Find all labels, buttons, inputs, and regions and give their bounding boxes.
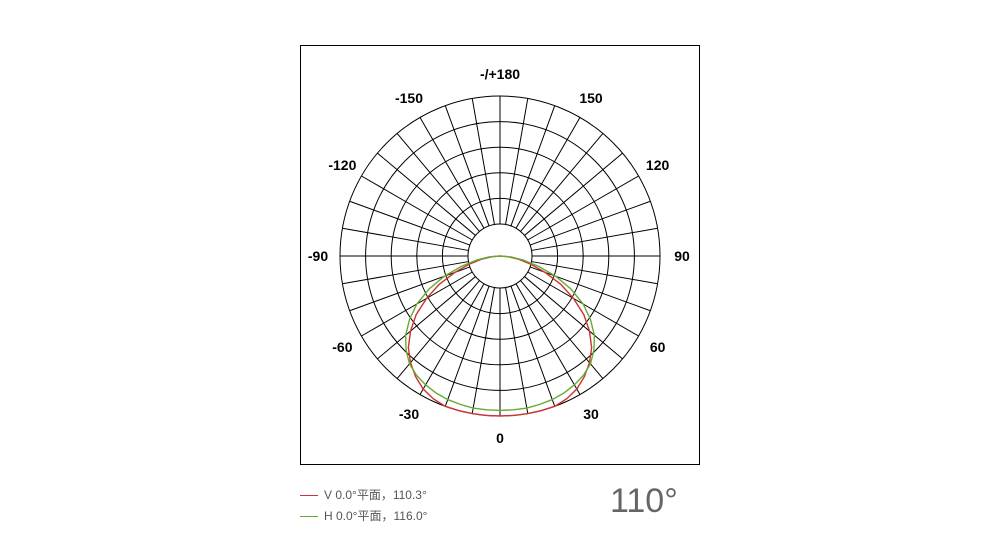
angle-label: 0 <box>496 430 504 446</box>
legend: V 0.0°平面，110.3° H 0.0°平面，116.0° <box>300 486 427 528</box>
angle-label: -60 <box>332 339 352 355</box>
angle-label: 60 <box>650 339 666 355</box>
legend-swatch <box>300 495 318 496</box>
legend-item: V 0.0°平面，110.3° <box>300 486 427 505</box>
beam-angle-readout: 110° <box>610 482 678 521</box>
angle-label: 150 <box>579 90 602 106</box>
polar-chart <box>0 0 1005 550</box>
legend-label: H 0.0°平面，116.0° <box>324 507 427 526</box>
angle-label: -120 <box>328 157 356 173</box>
angle-label: 120 <box>646 157 669 173</box>
angle-label: -30 <box>399 406 419 422</box>
angle-label: -90 <box>308 248 328 264</box>
angle-label: 90 <box>674 248 690 264</box>
angle-label: 30 <box>583 406 599 422</box>
legend-item: H 0.0°平面，116.0° <box>300 507 427 526</box>
legend-label: V 0.0°平面，110.3° <box>324 486 427 505</box>
angle-label: -150 <box>395 90 423 106</box>
legend-swatch <box>300 516 318 517</box>
angle-label: -/+180 <box>480 66 520 82</box>
